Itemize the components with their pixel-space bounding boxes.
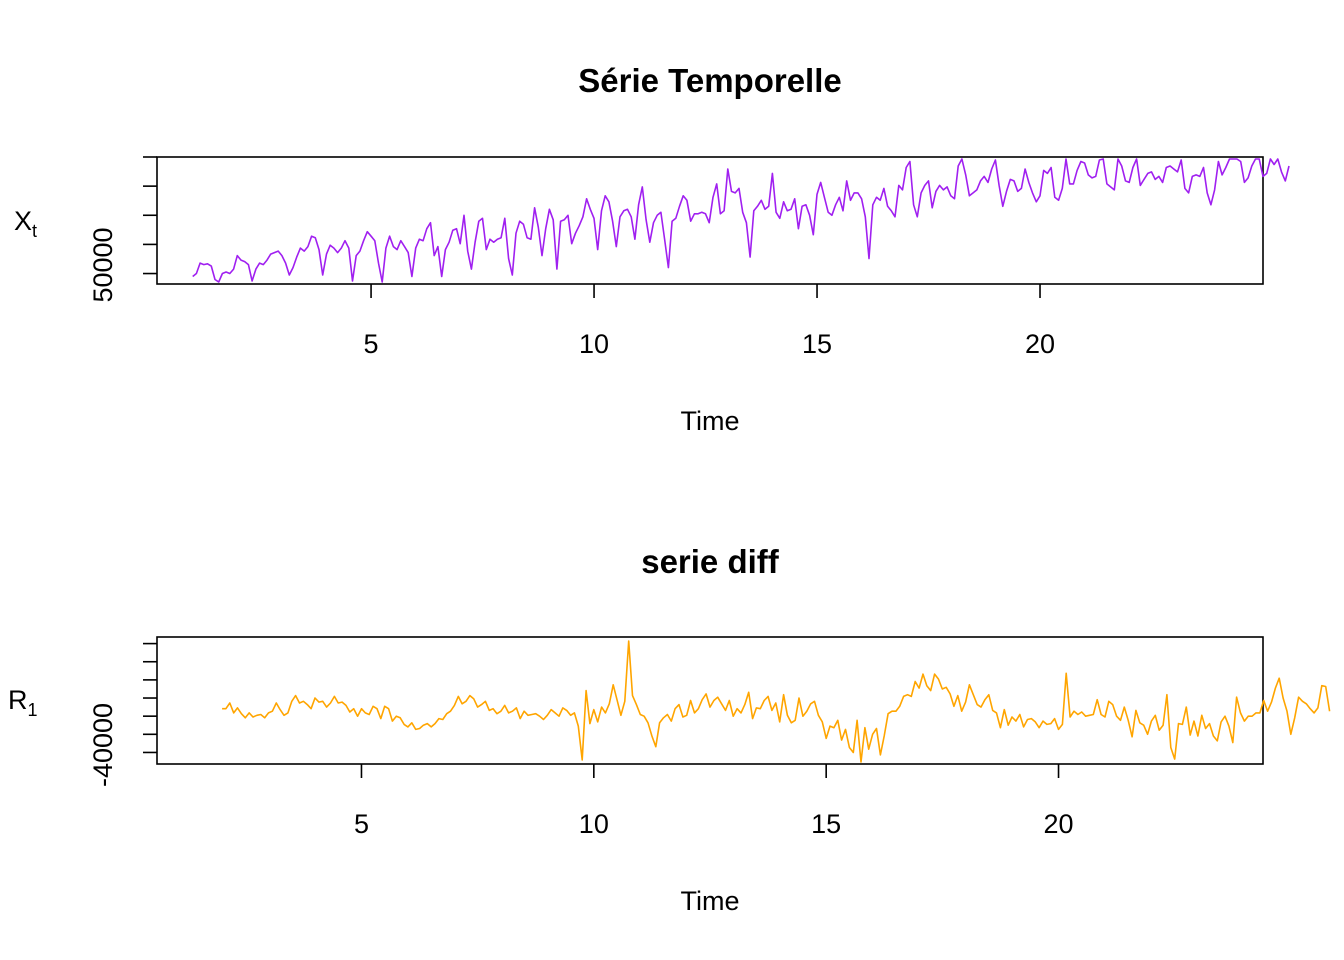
y-axis-label-1-sub: t [32, 221, 37, 241]
y-tick-label-1-0: 50000 [88, 227, 118, 302]
x-tick-label-1-3: 20 [1025, 329, 1055, 359]
y-axis-1 [143, 156, 157, 275]
x-tick-label-1-1: 10 [579, 329, 609, 359]
y-axis-label-2: R1 [8, 685, 38, 720]
y-axis-2 [143, 642, 157, 754]
series-line-2 [222, 640, 1331, 763]
x-tick-label-2-1: 10 [579, 809, 609, 839]
plot-frame-1 [156, 156, 1264, 285]
y-tick-label-2-0: -40000 [88, 703, 118, 787]
chart-title-2: serie diff [641, 543, 780, 580]
y-axis-label-1: Xt [14, 206, 37, 241]
x-axis-label-1: Time [681, 406, 740, 436]
y-axis-label-1-main: X [14, 206, 32, 236]
y-axis-label-2-main: R [8, 685, 28, 715]
x-tick-label-2-0: 5 [354, 809, 369, 839]
x-tick-label-1-0: 5 [364, 329, 379, 359]
panel-serie-temporelle: Série Temporelle 5 10 15 20 50000 Time Xt [14, 62, 1290, 436]
chart-title-1: Série Temporelle [578, 62, 842, 99]
series-line-1 [192, 158, 1290, 283]
y-axis-label-2-sub: 1 [28, 700, 38, 720]
x-tick-label-2-3: 20 [1044, 809, 1074, 839]
x-axis-label-2: Time [681, 886, 740, 916]
x-tick-label-1-2: 15 [802, 329, 832, 359]
x-axis-2: 5 10 15 20 [354, 764, 1074, 839]
x-tick-label-2-2: 15 [811, 809, 841, 839]
panel-serie-diff: serie diff 5 10 15 20 -40000 Time R1 [8, 543, 1331, 916]
x-axis-1: 5 10 15 20 [364, 284, 1055, 359]
